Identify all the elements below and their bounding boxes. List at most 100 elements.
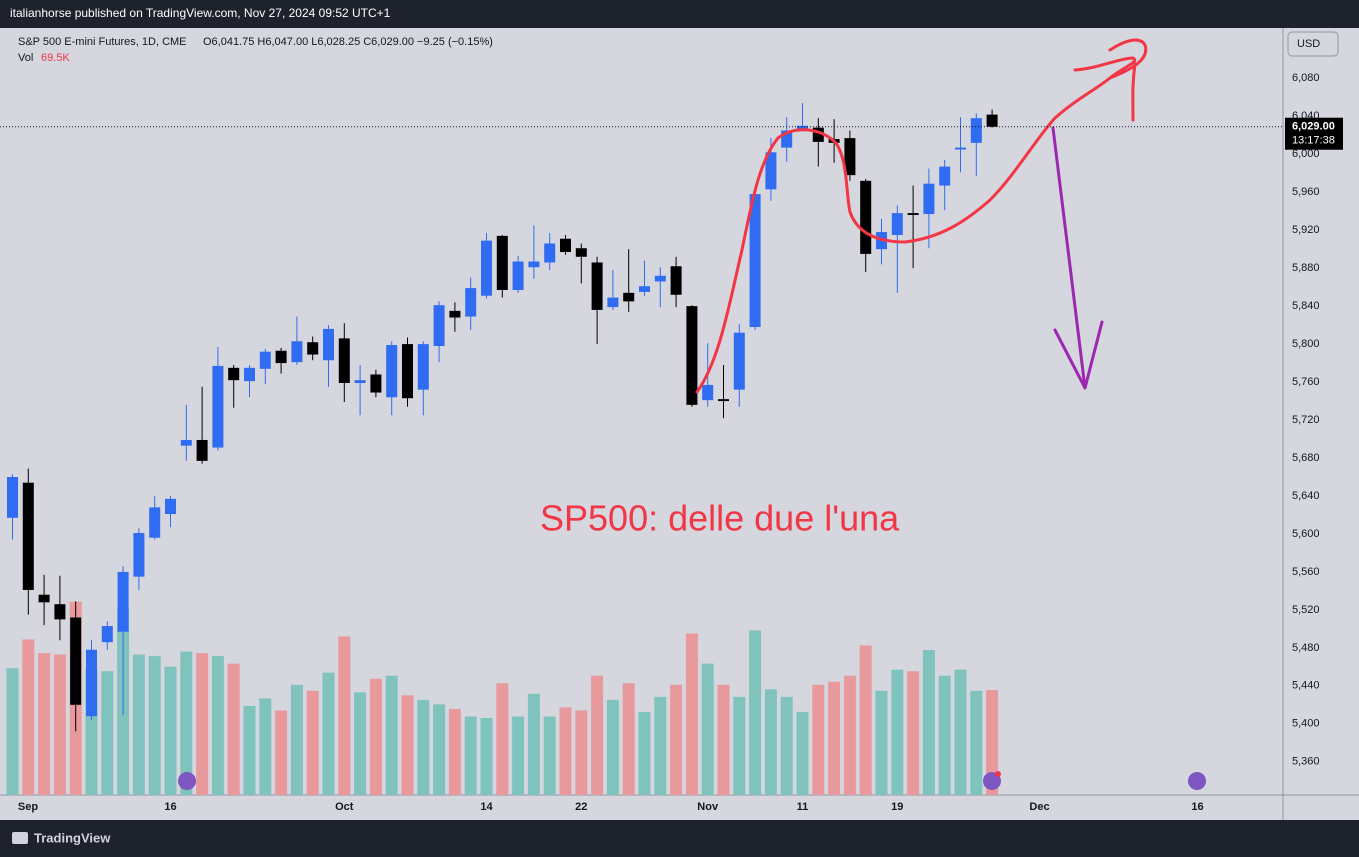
candle-body (165, 498, 176, 515)
candle-body (812, 127, 824, 142)
candle-body (765, 152, 777, 190)
candle-body (22, 482, 34, 590)
volume-bar (275, 710, 288, 795)
candle-body (323, 328, 334, 361)
drawn-arrow (1051, 126, 1104, 390)
volume-bar (306, 690, 319, 795)
candle-body (291, 341, 303, 363)
volume-bar (401, 695, 414, 795)
candle-body (433, 305, 445, 347)
candle-body (149, 507, 161, 538)
event-icon[interactable] (1188, 772, 1206, 790)
candle-body (686, 306, 698, 405)
volume-bar (527, 693, 540, 795)
volume-bar (53, 654, 66, 795)
currency-button[interactable] (1287, 31, 1339, 57)
volume-bar (938, 675, 951, 795)
y-tick-label: 5,880 (1292, 262, 1320, 274)
volume-bar (606, 699, 619, 795)
volume-bar (338, 636, 351, 795)
candle-body (970, 118, 982, 143)
volume-bar (717, 684, 730, 795)
x-tick-label: Oct (335, 801, 354, 813)
candle-body (923, 183, 935, 215)
candle-body (133, 533, 145, 577)
candle-body (955, 147, 966, 150)
candle-body (275, 350, 287, 364)
volume-bar (828, 681, 841, 795)
candle-body (560, 238, 571, 253)
legend-volume-name: Vol (18, 52, 33, 64)
candle-body (338, 338, 350, 384)
volume-bar (701, 663, 714, 795)
candle-body (86, 649, 97, 717)
event-dot (995, 771, 1001, 777)
candle-body (591, 262, 603, 310)
candle-body (528, 261, 540, 268)
candle-body (702, 384, 714, 401)
candle-body (354, 380, 366, 384)
volume-bar (749, 630, 762, 795)
countdown-label: 13:17:38 (1292, 135, 1335, 147)
candle-body (417, 344, 429, 390)
volume-bar (354, 692, 367, 795)
candle-body (781, 130, 793, 148)
x-tick-label: 16 (1191, 801, 1203, 813)
volume-bar (180, 651, 193, 795)
y-tick-label: 5,720 (1292, 414, 1320, 426)
volume-bar (733, 696, 746, 795)
event-icon[interactable] (178, 772, 196, 790)
volume-bar (259, 698, 272, 795)
x-tick-label: 22 (575, 801, 587, 813)
candle-body (307, 342, 319, 355)
currency-label[interactable]: USD (1297, 38, 1320, 50)
volume-bar (132, 654, 145, 795)
volume-bar (448, 708, 461, 795)
candle-body (259, 351, 271, 369)
candle-body (575, 248, 587, 257)
volume-bar (196, 653, 209, 795)
volume-bar (559, 707, 572, 795)
candle-body (986, 114, 998, 127)
candle-body (891, 213, 903, 235)
candle-body (639, 286, 650, 292)
candle-body (196, 439, 208, 461)
volume-bar (954, 669, 967, 795)
annotation-text: SP500: delle due l'una (540, 498, 900, 539)
volume-bar (211, 656, 224, 795)
y-tick-label: 6,080 (1292, 72, 1320, 84)
candle-body (939, 166, 951, 186)
y-tick-label: 5,360 (1292, 756, 1320, 768)
x-tick-label: Sep (18, 801, 38, 813)
volume-bar (290, 684, 303, 795)
candle-body (370, 374, 382, 393)
volume-bar (464, 716, 477, 795)
x-tick-label: 19 (891, 801, 903, 813)
candle-body (481, 240, 492, 296)
candle-body (512, 261, 524, 290)
volume-bar (543, 716, 556, 795)
volume-bar (417, 699, 430, 795)
volume-bar (970, 690, 983, 795)
legend-volume-value: 69.5K (41, 52, 70, 64)
candle-body (844, 138, 856, 176)
volume-bar (101, 671, 114, 795)
y-tick-label: 5,800 (1292, 338, 1320, 350)
volume-bar (764, 689, 777, 795)
y-tick-label: 5,960 (1292, 186, 1320, 198)
last-price-box (1285, 117, 1343, 150)
candle-body (654, 275, 666, 282)
volume-bar (164, 666, 177, 795)
volume-bar (322, 672, 335, 795)
volume-bar (843, 675, 856, 795)
candle-body (228, 367, 240, 381)
candle-body (733, 332, 745, 390)
volume-bar (622, 683, 635, 795)
y-tick-label: 5,560 (1292, 566, 1320, 578)
candle-body (496, 235, 508, 290)
volume-bar (654, 696, 667, 795)
y-tick-label: 5,600 (1292, 528, 1320, 540)
candle-body (465, 288, 477, 317)
volume-bar (591, 675, 604, 795)
